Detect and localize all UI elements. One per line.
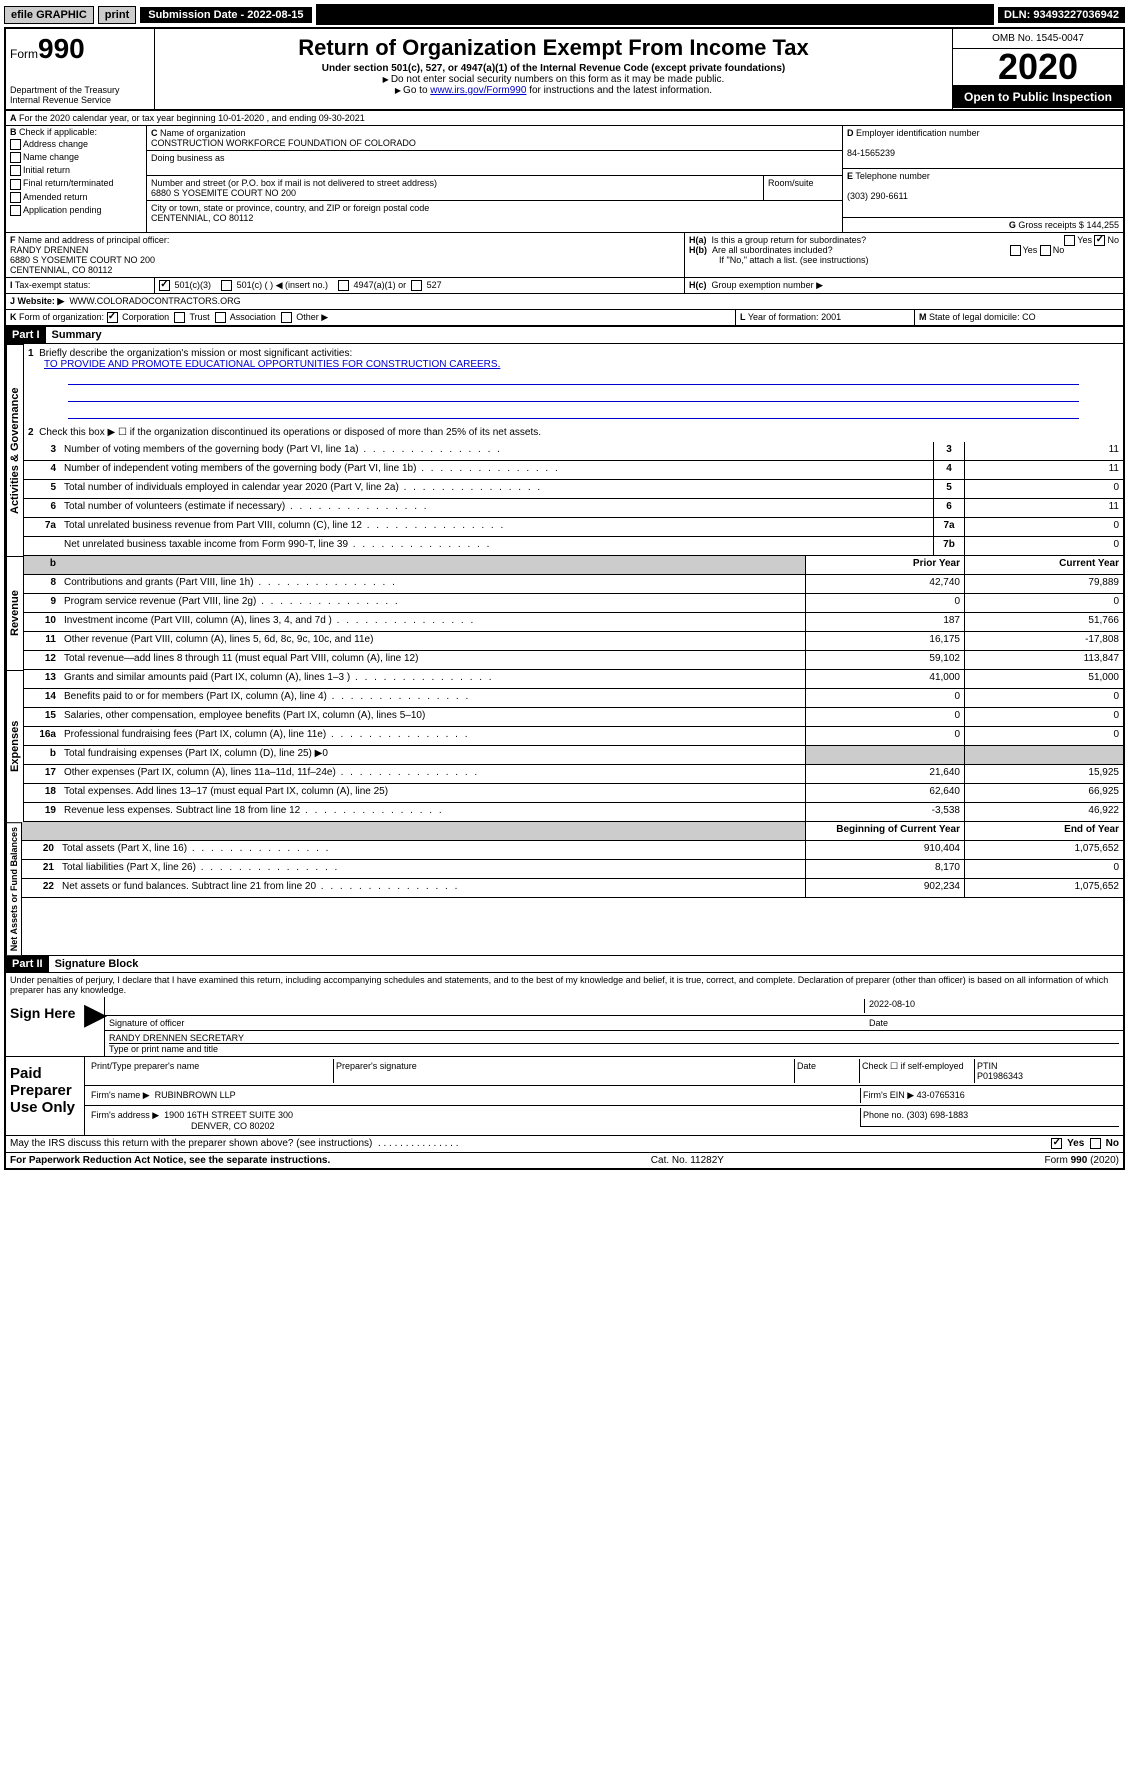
netassets-label: Net Assets or Fund Balances (6, 822, 22, 955)
firm-name: RUBINBROWN LLP (155, 1090, 236, 1100)
amended-checkbox[interactable] (10, 192, 21, 203)
dept-treasury: Department of the Treasury (10, 85, 150, 95)
expenses-label: Expenses (6, 670, 24, 822)
ptin: P01986343 (977, 1071, 1023, 1081)
form990-link[interactable]: www.irs.gov/Form990 (430, 85, 526, 96)
submission-date: Submission Date - 2022-08-15 (140, 7, 311, 23)
final-return-checkbox[interactable] (10, 179, 21, 190)
org-name: CONSTRUCTION WORKFORCE FOUNDATION OF COL… (151, 138, 416, 148)
4947-checkbox[interactable] (338, 280, 349, 291)
part2-header: Part II Signature Block (6, 955, 1123, 973)
box-c: C Name of organization CONSTRUCTION WORK… (147, 126, 842, 232)
form-footer: Form 990 (2020) (1045, 1155, 1119, 1166)
topbar: efile GRAPHIC print Submission Date - 20… (4, 4, 1125, 25)
form-title: Return of Organization Exempt From Incom… (159, 35, 948, 61)
assoc-checkbox[interactable] (215, 312, 226, 323)
form-header: Form990 Department of the Treasury Inter… (6, 29, 1123, 111)
officer-name: RANDY DRENNEN (10, 245, 88, 255)
city-state-zip: CENTENNIAL, CO 80112 (151, 213, 253, 223)
governance-label: Activities & Governance (6, 344, 24, 556)
perjury-declaration: Under penalties of perjury, I declare th… (6, 973, 1123, 997)
discuss-no[interactable] (1090, 1138, 1101, 1149)
year-formation: 2001 (821, 312, 841, 322)
hb-yes[interactable] (1010, 245, 1021, 256)
dln: DLN: 93493227036942 (998, 7, 1125, 23)
telephone: (303) 290-6611 (847, 191, 908, 201)
part1-header: Part I Summary (6, 326, 1123, 344)
paid-preparer: Paid Preparer Use Only Print/Type prepar… (6, 1057, 1123, 1136)
firm-phone: (303) 698-1883 (907, 1110, 969, 1120)
ssn-note: Do not enter social security numbers on … (159, 74, 948, 85)
form-container: Form990 Department of the Treasury Inter… (4, 27, 1125, 1170)
line3-val: 11 (964, 442, 1123, 460)
website: WWW.COLORADOCONTRACTORS.ORG (69, 296, 240, 306)
discuss-yes[interactable] (1051, 1138, 1062, 1149)
address-change-checkbox[interactable] (10, 139, 21, 150)
sign-here: Sign Here ▶ 2022-08-10 Signature of offi… (6, 997, 1123, 1057)
trust-checkbox[interactable] (174, 312, 185, 323)
street-address: 6880 S YOSEMITE COURT NO 200 (151, 188, 296, 198)
revenue-label: Revenue (6, 556, 24, 670)
efile-btn[interactable]: efile GRAPHIC (4, 6, 94, 24)
firm-ein: 43-0765316 (917, 1090, 965, 1100)
tax-period: A For the 2020 calendar year, or tax yea… (6, 111, 1123, 126)
public-inspection: Open to Public Inspection (953, 86, 1123, 108)
501c3-checkbox[interactable] (159, 280, 170, 291)
gross-receipts: 144,255 (1086, 220, 1119, 230)
name-change-checkbox[interactable] (10, 152, 21, 163)
hb-no[interactable] (1040, 245, 1051, 256)
cat-no: Cat. No. 11282Y (651, 1155, 724, 1166)
form-subtitle: Under section 501(c), 527, or 4947(a)(1)… (159, 63, 948, 74)
ha-no[interactable] (1094, 235, 1105, 246)
ha-yes[interactable] (1064, 235, 1075, 246)
other-checkbox[interactable] (281, 312, 292, 323)
sign-date: 2022-08-10 (864, 999, 1119, 1013)
right-info: D Employer identification number 84-1565… (842, 126, 1123, 232)
domicile-state: CO (1022, 312, 1036, 322)
corp-checkbox[interactable] (107, 312, 118, 323)
instructions-link-row: Go to www.irs.gov/Form990 for instructio… (159, 85, 948, 96)
application-pending-checkbox[interactable] (10, 205, 21, 216)
501c-checkbox[interactable] (221, 280, 232, 291)
paperwork-notice: For Paperwork Reduction Act Notice, see … (10, 1155, 330, 1166)
527-checkbox[interactable] (411, 280, 422, 291)
box-b: B Check if applicable: Address change Na… (6, 126, 147, 232)
ein: 84-1565239 (847, 148, 895, 158)
form-number: Form990 (10, 33, 150, 65)
officer-typed-name: RANDY DRENNEN SECRETARY (109, 1033, 244, 1043)
print-btn[interactable]: print (98, 6, 136, 24)
tax-year: 2020 (953, 49, 1123, 86)
mission-statement: TO PROVIDE AND PROMOTE EDUCATIONAL OPPOR… (28, 359, 500, 370)
irs-label: Internal Revenue Service (10, 95, 150, 105)
initial-return-checkbox[interactable] (10, 165, 21, 176)
